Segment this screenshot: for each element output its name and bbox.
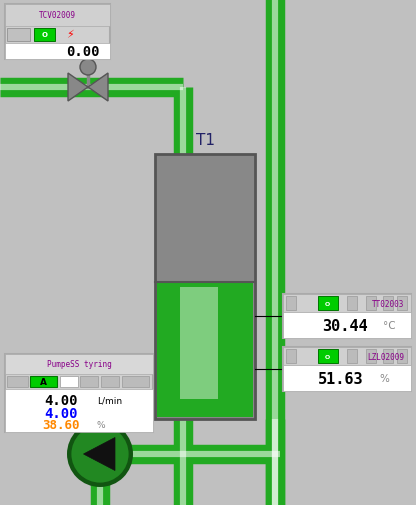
- Bar: [283, 294, 411, 338]
- Bar: [283, 294, 411, 313]
- Bar: [7, 376, 28, 387]
- Bar: [317, 349, 338, 364]
- Text: 30.44: 30.44: [322, 318, 367, 333]
- Text: ⚡: ⚡: [66, 30, 74, 40]
- Bar: [283, 347, 411, 366]
- Bar: [285, 349, 296, 364]
- Bar: [347, 349, 357, 364]
- Bar: [155, 155, 255, 419]
- Bar: [383, 296, 393, 311]
- Text: %: %: [379, 374, 389, 383]
- Bar: [5, 355, 153, 374]
- Text: LZL02009: LZL02009: [368, 352, 405, 361]
- Polygon shape: [84, 438, 115, 471]
- Text: %: %: [97, 420, 105, 429]
- Text: 4.00: 4.00: [45, 406, 78, 420]
- Bar: [30, 376, 57, 387]
- Bar: [285, 296, 296, 311]
- Text: 4.00: 4.00: [45, 393, 78, 407]
- Bar: [122, 376, 149, 387]
- Bar: [283, 347, 411, 391]
- Text: O: O: [42, 32, 48, 38]
- Bar: [283, 313, 411, 338]
- Circle shape: [67, 421, 133, 487]
- Text: 51.63: 51.63: [318, 371, 364, 386]
- Text: TT02003: TT02003: [372, 299, 405, 308]
- Bar: [60, 376, 77, 387]
- Text: 38.60: 38.60: [42, 418, 80, 431]
- Text: °C: °C: [383, 321, 396, 331]
- Text: O: O: [325, 354, 330, 359]
- Bar: [283, 366, 411, 391]
- Bar: [35, 29, 55, 41]
- Bar: [5, 355, 153, 432]
- Bar: [5, 43, 110, 60]
- Text: O: O: [325, 301, 330, 306]
- Circle shape: [70, 424, 130, 484]
- Text: 0.00: 0.00: [66, 44, 99, 59]
- Text: TCV02009: TCV02009: [39, 12, 76, 21]
- Bar: [5, 5, 110, 27]
- Bar: [397, 349, 407, 364]
- Bar: [80, 376, 98, 387]
- Bar: [7, 29, 30, 41]
- Bar: [5, 389, 153, 432]
- Bar: [397, 296, 407, 311]
- Text: PumpeSS tyring: PumpeSS tyring: [47, 360, 111, 369]
- Bar: [366, 349, 376, 364]
- Bar: [317, 296, 338, 311]
- Text: L/min: L/min: [97, 395, 122, 405]
- Bar: [383, 349, 393, 364]
- Bar: [157, 282, 253, 417]
- Polygon shape: [68, 74, 88, 102]
- Bar: [101, 376, 119, 387]
- Polygon shape: [88, 74, 108, 102]
- Bar: [5, 5, 110, 60]
- Text: A: A: [40, 377, 47, 386]
- Text: T1: T1: [196, 133, 215, 147]
- Bar: [180, 287, 218, 399]
- Circle shape: [80, 60, 96, 76]
- Bar: [366, 296, 376, 311]
- Bar: [347, 296, 357, 311]
